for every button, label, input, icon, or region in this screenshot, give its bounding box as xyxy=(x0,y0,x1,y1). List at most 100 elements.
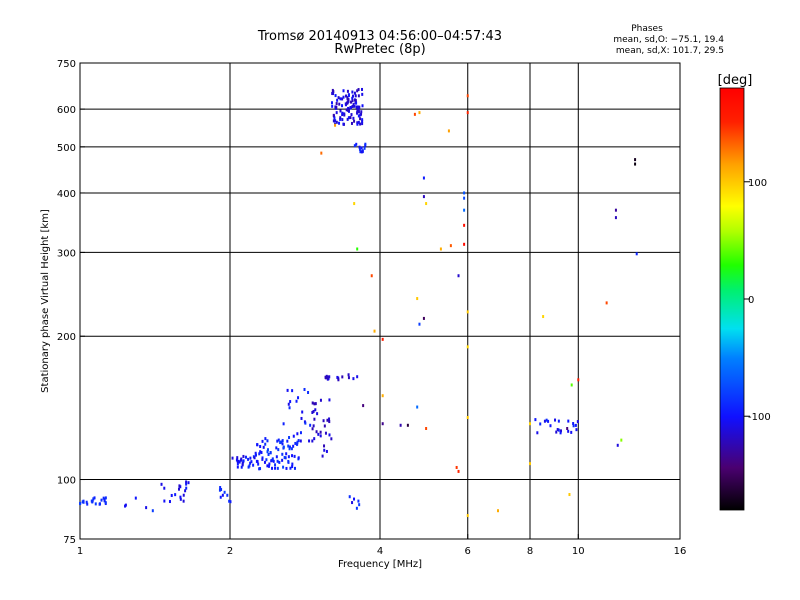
echo-point xyxy=(336,98,339,102)
chart-title: Tromsø 20140913 04:56:00–04:57:43 xyxy=(257,29,502,44)
y-tick-label: 400 xyxy=(57,189,76,200)
echo-point xyxy=(100,498,103,502)
y-axis: 75 100 200 300 400 500 600 750 xyxy=(57,59,85,546)
echo-point xyxy=(360,110,363,114)
echo-point xyxy=(341,97,344,101)
echo-point xyxy=(145,506,148,510)
grid-lines xyxy=(80,63,680,539)
echo-point xyxy=(331,92,334,96)
echo-point xyxy=(463,208,466,212)
echo-point xyxy=(223,490,226,494)
echo-point xyxy=(182,493,185,497)
echo-point xyxy=(356,247,359,251)
echo-point xyxy=(276,466,279,470)
echo-point xyxy=(266,439,269,443)
echo-point xyxy=(317,432,320,436)
echo-point xyxy=(577,378,580,382)
echo-point xyxy=(339,109,342,113)
echo-point xyxy=(418,111,421,115)
echo-point xyxy=(219,495,222,499)
echo-point xyxy=(124,504,127,508)
echo-point xyxy=(620,438,623,442)
echo-point xyxy=(93,496,96,500)
echo-point xyxy=(345,108,348,112)
echo-point xyxy=(359,122,362,126)
echo-point xyxy=(185,486,188,490)
echo-point xyxy=(311,410,314,414)
x-tick-label: 8 xyxy=(527,546,533,557)
echo-point xyxy=(466,94,469,98)
echo-point xyxy=(266,450,269,454)
phases-stats-x: mean, sd,X: 101.7, 29.5 xyxy=(616,46,724,56)
echo-point xyxy=(614,208,617,212)
echo-point xyxy=(351,99,354,103)
echo-point xyxy=(177,487,180,491)
echo-point xyxy=(348,495,351,499)
echo-point xyxy=(356,111,359,115)
echo-point xyxy=(406,423,409,427)
echo-point xyxy=(238,460,241,464)
echo-point xyxy=(355,142,358,146)
echo-point xyxy=(187,481,190,485)
x-tick-label: 1 xyxy=(77,546,83,557)
echo-point xyxy=(341,111,344,115)
echo-point xyxy=(358,147,361,151)
echo-point xyxy=(337,96,340,100)
echo-point xyxy=(568,493,571,497)
echo-point xyxy=(576,420,579,424)
echo-point xyxy=(311,401,314,405)
echo-point xyxy=(334,123,337,127)
data-points xyxy=(79,87,638,518)
echo-point xyxy=(229,500,232,504)
echo-point xyxy=(283,455,286,459)
echo-point xyxy=(463,223,466,227)
echo-point xyxy=(266,448,269,452)
echo-point xyxy=(457,469,460,473)
echo-point xyxy=(160,482,163,486)
echo-point xyxy=(356,107,359,111)
echo-point xyxy=(303,387,306,391)
echo-point xyxy=(357,114,360,118)
echo-point xyxy=(163,499,166,503)
echo-point xyxy=(449,244,452,248)
echo-point xyxy=(258,467,261,471)
colorbar-tick-label: 100 xyxy=(748,178,767,189)
echo-point xyxy=(634,162,637,166)
echo-point xyxy=(286,439,289,443)
echo-point xyxy=(418,322,421,326)
echo-point xyxy=(616,443,619,447)
echo-point xyxy=(361,87,364,91)
echo-point xyxy=(321,454,324,458)
echo-point xyxy=(359,113,362,117)
echo-point xyxy=(325,449,328,453)
echo-point xyxy=(422,316,425,320)
echo-point xyxy=(347,116,350,120)
echo-point xyxy=(276,459,279,463)
echo-point xyxy=(174,493,177,497)
echo-point xyxy=(261,439,264,443)
echo-point xyxy=(466,310,469,314)
echo-point xyxy=(335,105,338,109)
echo-point xyxy=(345,94,348,98)
echo-point xyxy=(287,402,290,406)
echo-point xyxy=(353,497,356,501)
echo-point xyxy=(168,500,171,504)
echo-point xyxy=(360,146,363,150)
echo-point xyxy=(308,439,311,443)
echo-point xyxy=(556,428,559,432)
echo-point xyxy=(559,431,562,435)
y-tick-label: 75 xyxy=(63,535,76,546)
echo-point xyxy=(355,105,358,109)
echo-point xyxy=(313,417,316,421)
echo-point xyxy=(323,424,326,428)
echo-point xyxy=(356,89,359,93)
echo-point xyxy=(399,423,402,427)
echo-point xyxy=(262,445,265,449)
echo-point xyxy=(352,103,355,107)
echo-point xyxy=(422,195,425,199)
echo-point xyxy=(285,452,288,456)
echo-point xyxy=(218,488,221,492)
echo-point xyxy=(319,434,322,438)
echo-point xyxy=(342,95,345,99)
echo-point xyxy=(291,389,294,393)
